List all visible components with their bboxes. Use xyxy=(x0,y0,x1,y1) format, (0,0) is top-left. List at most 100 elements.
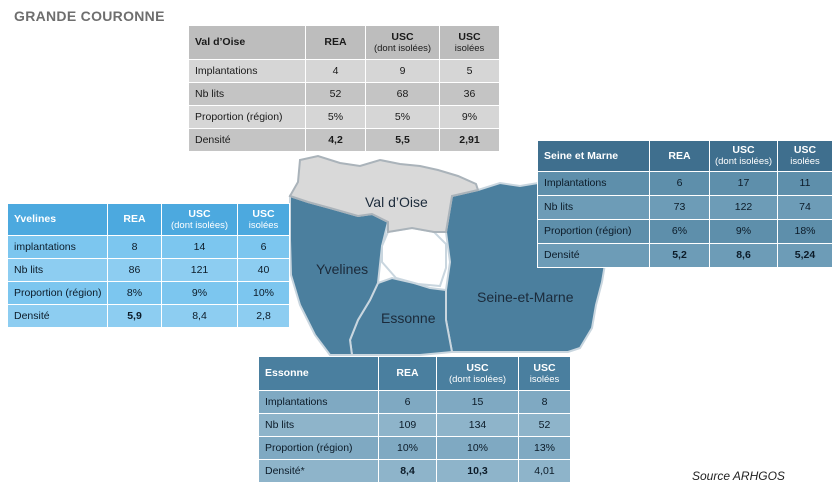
col-usc-iso-header: USC isolées xyxy=(518,356,571,391)
cell-iso: 13% xyxy=(518,436,571,460)
table-row: Nb lits 52 68 36 xyxy=(188,82,500,106)
cell-rea: 6 xyxy=(378,390,437,414)
row-label: Proportion (région) xyxy=(258,436,379,460)
cell-usc: 68 xyxy=(365,82,440,106)
cell-iso: 5,24 xyxy=(777,243,833,268)
cell-rea: 5,9 xyxy=(107,304,162,328)
cell-rea: 8% xyxy=(107,281,162,305)
cell-usc: 9 xyxy=(365,59,440,83)
col-usc-iso-header-sub: isolées xyxy=(790,156,820,167)
col-rea-header: REA xyxy=(649,140,710,172)
row-label: Densité xyxy=(537,243,650,268)
cell-rea: 5% xyxy=(305,105,366,129)
col-usc-dont-header-main: USC xyxy=(188,207,211,220)
cell-usc: 10% xyxy=(436,436,519,460)
col-usc-iso-header-sub: isolées xyxy=(248,219,279,231)
col-usc-dont-header-main: USC xyxy=(391,30,414,43)
essonne-table: Essonne REA USC (dont isolées) USC isolées… xyxy=(258,356,571,483)
map-label-seine-et-marne: Seine-et-Marne xyxy=(477,289,574,305)
col-usc-dont-header-sub: (dont isolées) xyxy=(373,42,432,54)
row-label: Implantations xyxy=(537,171,650,196)
col-usc-dont-header-sub: (dont isolées) xyxy=(170,219,229,231)
cell-iso: 40 xyxy=(237,258,290,282)
cell-rea: 8,4 xyxy=(378,459,437,483)
row-label: Proportion (région) xyxy=(188,105,306,129)
col-usc-dont-header: USC (dont isolées) xyxy=(436,356,519,391)
col-rea-header: REA xyxy=(305,25,366,60)
table-title: Essonne xyxy=(258,356,379,391)
table-header-row: Yvelines REA USC (dont isolées) USC isolée… xyxy=(7,203,290,236)
cell-usc: 8,6 xyxy=(709,243,778,268)
col-usc-dont-header: USC (dont isolées) xyxy=(709,140,778,172)
row-label: Implantations xyxy=(188,59,306,83)
col-usc-iso-header-sub: isolées xyxy=(529,373,560,385)
col-usc-dont-header: USC (dont isolées) xyxy=(365,25,440,60)
page-title: GRANDE COURONNE xyxy=(14,8,165,24)
table-header-row: Seine et Marne REA USC (dont isolées) USC… xyxy=(537,140,833,172)
table-row: Nb lits 86 121 40 xyxy=(7,258,290,282)
cell-usc: 10,3 xyxy=(436,459,519,483)
cell-usc: 9% xyxy=(709,219,778,244)
table-row: Implantations 6 15 8 xyxy=(258,390,571,414)
map-label-yvelines: Yvelines xyxy=(316,261,368,277)
seine-et-marne-table: Seine et Marne REA USC (dont isolées) USC… xyxy=(537,140,833,268)
table-row: Densité* 8,4 10,3 4,01 xyxy=(258,459,571,483)
cell-iso: 9% xyxy=(439,105,500,129)
cell-usc: 14 xyxy=(161,235,238,259)
cell-rea: 6 xyxy=(649,171,710,196)
col-rea-header: REA xyxy=(378,356,437,391)
table-header-row: Essonne REA USC (dont isolées) USC isolées xyxy=(258,356,571,391)
row-label: Proportion (région) xyxy=(7,281,108,305)
col-usc-iso-header: USC isolées xyxy=(237,203,290,236)
cell-iso: 10% xyxy=(237,281,290,305)
table-row: Implantations 4 9 5 xyxy=(188,59,500,83)
yvelines-table: Yvelines REA USC (dont isolées) USC isolée… xyxy=(7,203,290,328)
cell-usc: 134 xyxy=(436,413,519,437)
col-usc-dont-header-sub: (dont isolées) xyxy=(448,373,507,385)
cell-iso: 11 xyxy=(777,171,833,196)
col-usc-dont-header-main: USC xyxy=(466,361,489,374)
map-label-val-doise: Val d’Oise xyxy=(365,194,428,210)
row-label: Nb lits xyxy=(7,258,108,282)
table-row: Proportion (région) 8% 9% 10% xyxy=(7,281,290,305)
col-usc-dont-header-main: USC xyxy=(732,144,755,156)
cell-rea: 109 xyxy=(378,413,437,437)
cell-rea: 4 xyxy=(305,59,366,83)
cell-rea: 86 xyxy=(107,258,162,282)
table-row: implantations 8 14 6 xyxy=(7,235,290,259)
cell-rea: 4,2 xyxy=(305,128,366,152)
cell-iso: 8 xyxy=(518,390,571,414)
table-title: Seine et Marne xyxy=(537,140,650,172)
cell-rea: 73 xyxy=(649,195,710,220)
table-row: Nb lits 73 122 74 xyxy=(537,195,833,220)
row-label: Nb lits xyxy=(258,413,379,437)
col-rea-header: REA xyxy=(107,203,162,236)
cell-iso: 36 xyxy=(439,82,500,106)
cell-usc: 15 xyxy=(436,390,519,414)
cell-iso: 2,91 xyxy=(439,128,500,152)
col-usc-iso-header: USC isolées xyxy=(777,140,833,172)
cell-usc: 121 xyxy=(161,258,238,282)
map-label-essonne: Essonne xyxy=(381,310,436,326)
table-row: Implantations 6 17 11 xyxy=(537,171,833,196)
map-val-doise[interactable] xyxy=(288,154,480,234)
row-label: Densité* xyxy=(258,459,379,483)
table-row: Proportion (région) 10% 10% 13% xyxy=(258,436,571,460)
cell-rea: 8 xyxy=(107,235,162,259)
col-usc-iso-header-main: USC xyxy=(793,144,817,156)
row-label: Nb lits xyxy=(537,195,650,220)
table-row: Nb lits 109 134 52 xyxy=(258,413,571,437)
cell-usc: 8,4 xyxy=(161,304,238,328)
col-usc-iso-header: USC isolées xyxy=(439,25,500,60)
row-label: Proportion (région) xyxy=(537,219,650,244)
col-usc-dont-header-sub: (dont isolées) xyxy=(714,156,773,167)
table-row: Densité 4,2 5,5 2,91 xyxy=(188,128,500,152)
cell-iso: 2,8 xyxy=(237,304,290,328)
table-row: Densité 5,2 8,6 5,24 xyxy=(537,243,833,268)
source-note: Source ARHGOS xyxy=(692,469,785,483)
table-title: Val d’Oise xyxy=(188,25,306,60)
col-usc-iso-header-main: USC xyxy=(252,207,275,220)
cell-iso: 18% xyxy=(777,219,833,244)
row-label: Implantations xyxy=(258,390,379,414)
cell-rea: 5,2 xyxy=(649,243,710,268)
